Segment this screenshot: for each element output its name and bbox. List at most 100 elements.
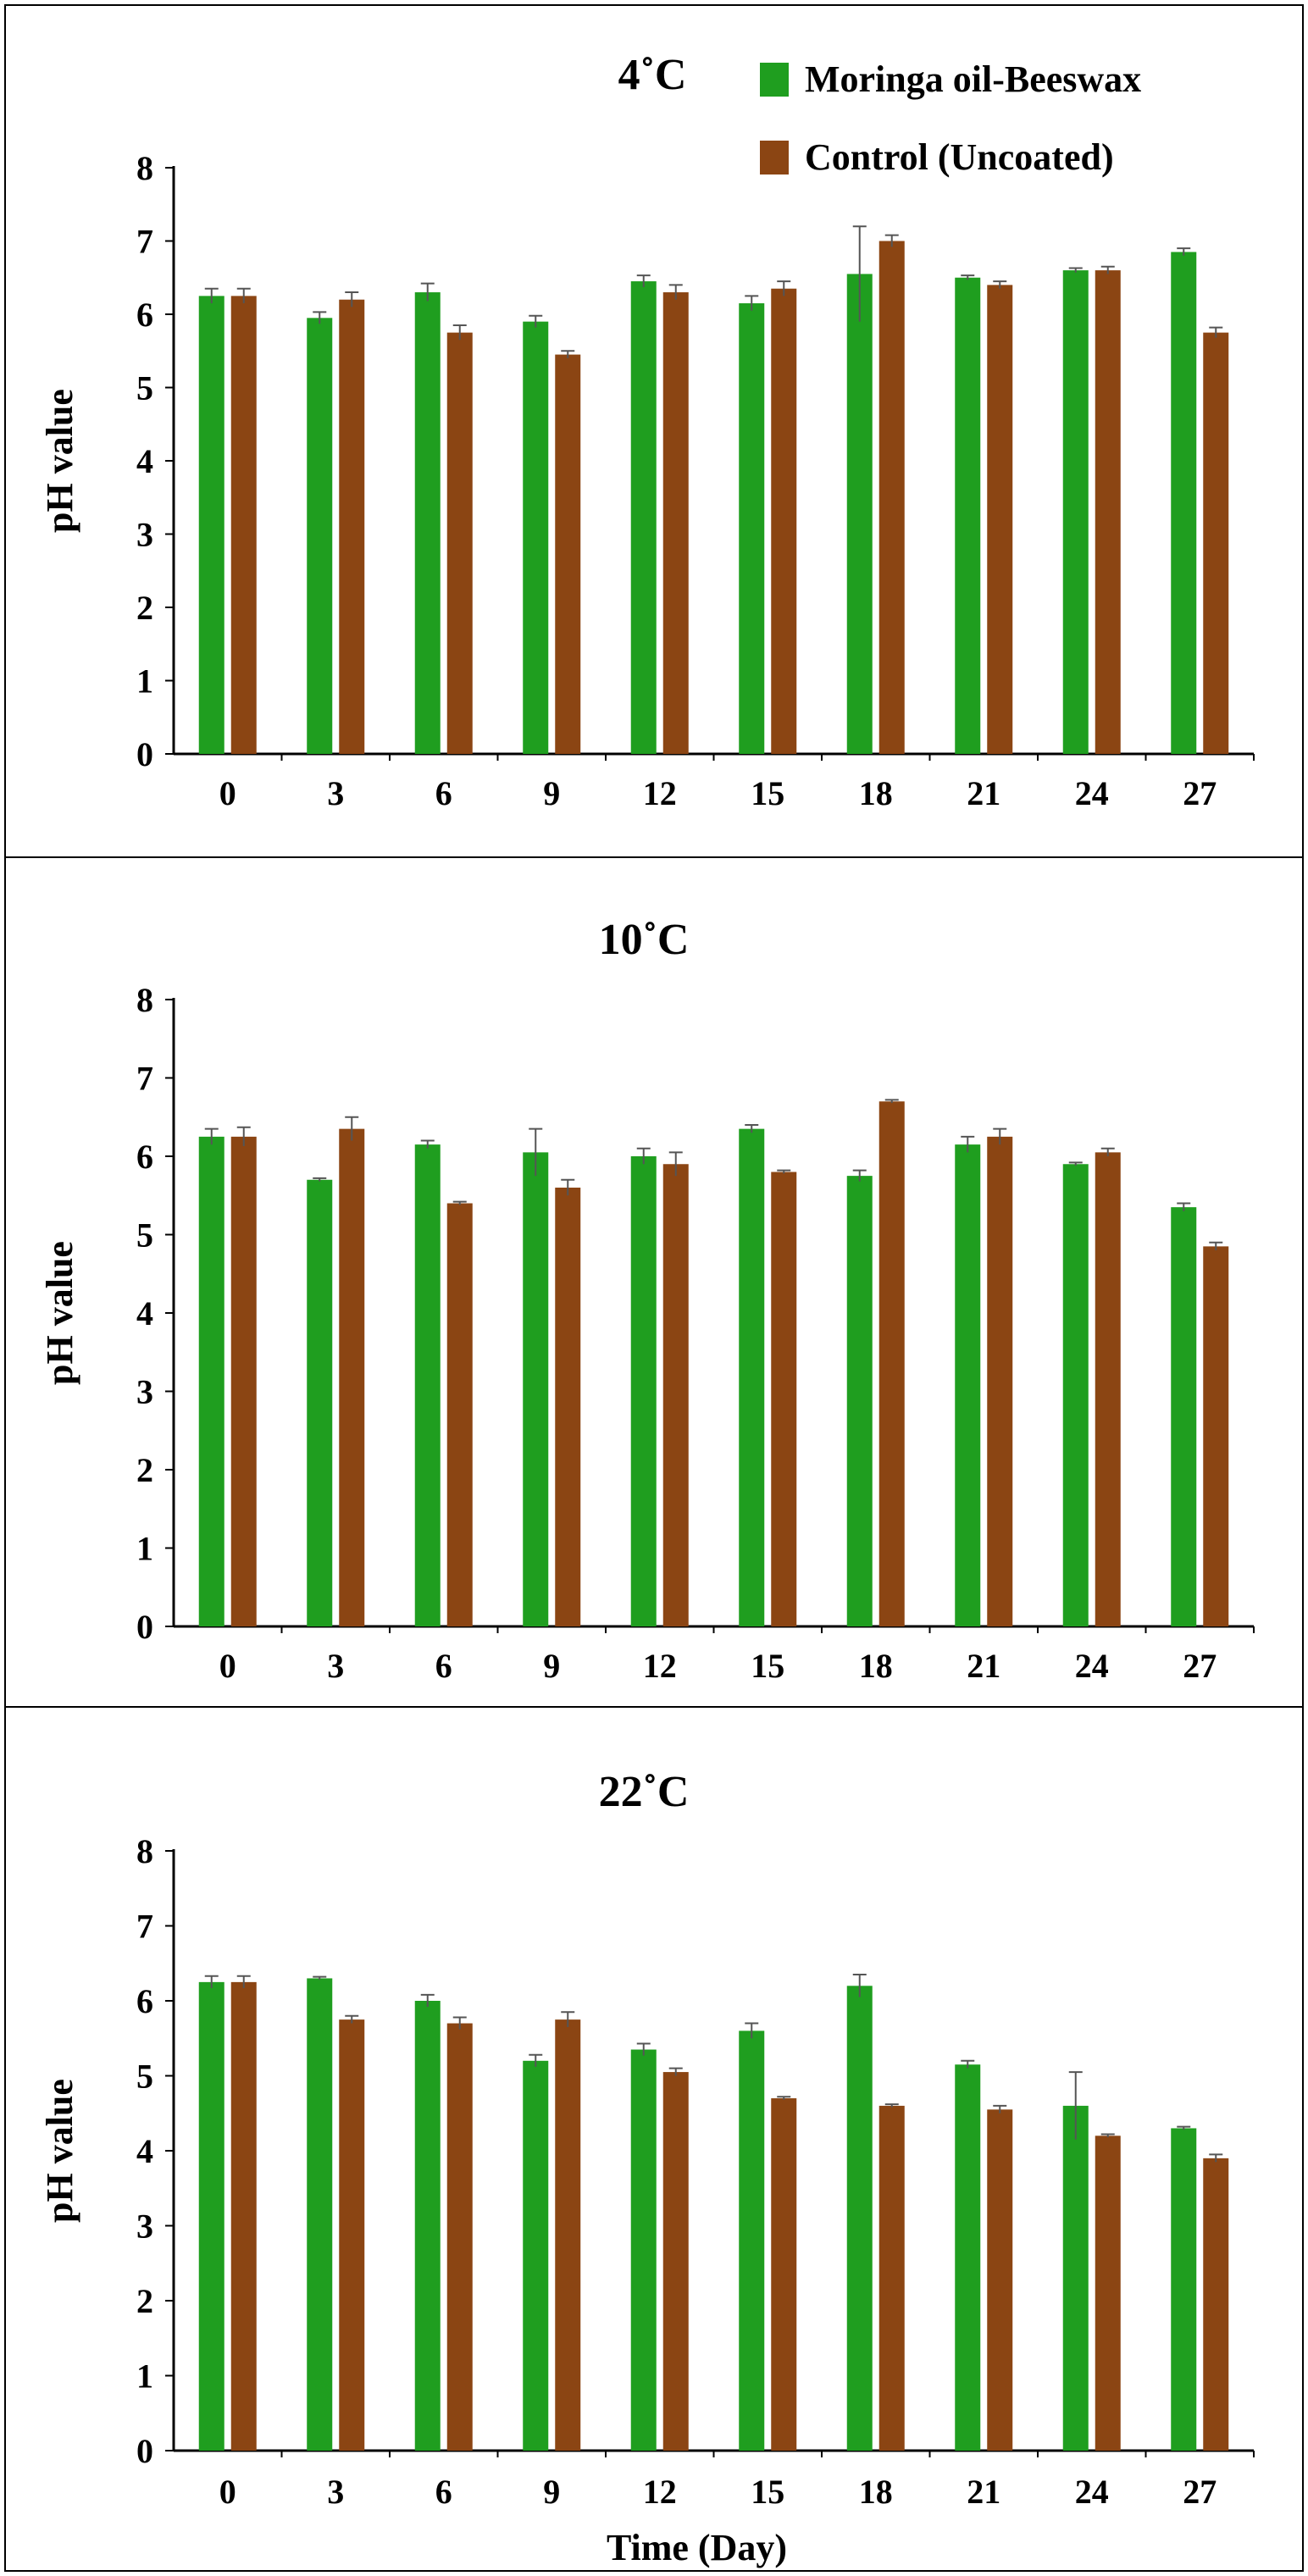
- bar-control: [230, 1981, 257, 2451]
- legend-label-moringa: Moringa oil-Beeswax: [805, 58, 1141, 100]
- legend-swatch-moringa: [760, 63, 789, 97]
- bar-moringa: [846, 274, 873, 754]
- y-tick-label: 3: [136, 516, 153, 554]
- bar-moringa: [1062, 1164, 1089, 1626]
- bar-moringa: [414, 292, 441, 754]
- bar-control: [878, 241, 905, 754]
- panel-title: 4˚C: [618, 51, 687, 99]
- bar-control: [662, 2072, 689, 2451]
- bar-moringa: [1171, 2128, 1197, 2451]
- y-axis-label: pH value: [39, 1241, 80, 1385]
- x-tick-label: 0: [219, 1647, 236, 1685]
- legend-label-control: Control (Uncoated): [805, 136, 1114, 178]
- bar-moringa: [414, 2001, 441, 2451]
- y-tick-label: 7: [136, 1060, 153, 1098]
- bar-control: [555, 2019, 581, 2451]
- bar-control: [771, 1172, 797, 1626]
- y-tick-label: 7: [136, 1908, 153, 1946]
- x-tick-label: 21: [967, 2473, 1000, 2511]
- y-tick-label: 0: [136, 1608, 153, 1646]
- x-tick-label: 3: [327, 774, 344, 812]
- bar-moringa: [307, 318, 333, 754]
- bar-moringa: [630, 1156, 657, 1626]
- x-tick-label: 24: [1075, 2473, 1109, 2511]
- x-tick-label: 9: [543, 774, 560, 812]
- bar-control: [555, 1188, 581, 1626]
- x-tick-label: 12: [643, 2473, 677, 2511]
- bar-moringa: [1062, 2105, 1089, 2451]
- bar-control: [555, 354, 581, 754]
- x-tick-label: 18: [859, 2473, 893, 2511]
- y-tick-label: 2: [136, 589, 153, 627]
- bar-control: [662, 1164, 689, 1626]
- y-axis-label: pH value: [39, 2079, 80, 2223]
- bar-moringa: [739, 303, 765, 754]
- y-tick-label: 4: [136, 442, 153, 480]
- bar-moringa: [630, 281, 657, 754]
- panel-title: 10˚C: [599, 916, 690, 964]
- bar-control: [1095, 2136, 1121, 2451]
- x-tick-label: 15: [751, 2473, 784, 2511]
- x-tick-label: 18: [859, 774, 893, 812]
- bar-control: [446, 2023, 473, 2451]
- bar-moringa: [414, 1144, 441, 1626]
- bar-control: [339, 1128, 365, 1626]
- bar-control: [446, 1203, 473, 1626]
- x-tick-label: 27: [1183, 1647, 1217, 1685]
- x-tick-label: 27: [1183, 774, 1217, 812]
- x-tick-label: 21: [967, 774, 1000, 812]
- y-tick-label: 8: [136, 149, 153, 187]
- y-tick-label: 2: [136, 1451, 153, 1489]
- y-tick-label: 6: [136, 1138, 153, 1176]
- x-tick-label: 9: [543, 2473, 560, 2511]
- bar-control: [1095, 270, 1121, 755]
- bar-control: [771, 2098, 797, 2451]
- x-tick-label: 0: [219, 774, 236, 812]
- y-tick-label: 5: [136, 1216, 153, 1255]
- x-tick-label: 6: [435, 774, 452, 812]
- bar-moringa: [955, 1144, 981, 1626]
- y-tick-label: 3: [136, 2208, 153, 2246]
- y-axis-label: pH value: [39, 389, 80, 533]
- bar-moringa: [523, 1152, 549, 1626]
- bar-moringa: [1171, 252, 1197, 755]
- panel-title: 22˚C: [599, 1768, 690, 1816]
- x-tick-label: 3: [327, 1647, 344, 1685]
- y-tick-label: 1: [136, 2357, 153, 2396]
- y-tick-label: 3: [136, 1373, 153, 1411]
- x-tick-label: 9: [543, 1647, 560, 1685]
- bar-moringa: [198, 296, 224, 754]
- x-tick-label: 12: [643, 774, 677, 812]
- y-tick-label: 6: [136, 1982, 153, 2020]
- x-tick-label: 21: [967, 1647, 1000, 1685]
- bar-moringa: [846, 1986, 873, 2451]
- y-tick-label: 7: [136, 223, 153, 261]
- legend-swatch-control: [760, 141, 789, 175]
- y-tick-label: 6: [136, 296, 153, 334]
- bar-control: [987, 1136, 1013, 1626]
- y-tick-label: 0: [136, 2432, 153, 2470]
- x-tick-label: 12: [643, 1647, 677, 1685]
- bar-moringa: [1062, 270, 1089, 755]
- y-tick-label: 4: [136, 2132, 153, 2170]
- y-tick-label: 1: [136, 1530, 153, 1568]
- panel-frame-3: [4, 1706, 1304, 2572]
- x-tick-label: 3: [327, 2473, 344, 2511]
- bar-control: [987, 2109, 1013, 2451]
- bar-moringa: [523, 2060, 549, 2451]
- bar-control: [230, 296, 257, 754]
- x-tick-label: 6: [435, 2473, 452, 2511]
- bar-control: [878, 2105, 905, 2451]
- legend: Moringa oil-Beeswax Control (Uncoated): [760, 58, 1141, 178]
- bar-control: [446, 332, 473, 754]
- bar-moringa: [846, 1176, 873, 1626]
- y-tick-label: 4: [136, 1294, 153, 1332]
- bar-moringa: [198, 1136, 224, 1626]
- bar-moringa: [739, 2030, 765, 2451]
- bar-control: [771, 288, 797, 755]
- x-tick-label: 24: [1075, 1647, 1109, 1685]
- y-tick-label: 0: [136, 735, 153, 773]
- y-tick-label: 2: [136, 2282, 153, 2320]
- bar-moringa: [739, 1128, 765, 1626]
- bar-control: [987, 285, 1013, 754]
